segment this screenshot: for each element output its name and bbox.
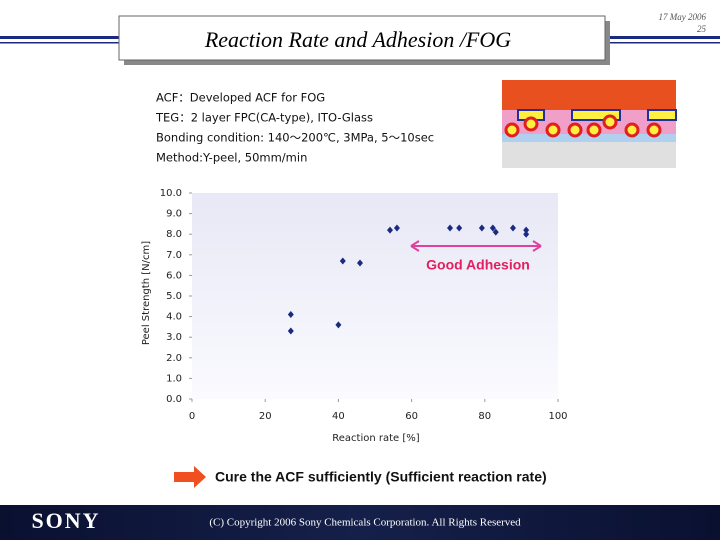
y-tick-label: 4.0 — [166, 312, 182, 323]
chart: 0.0 1.0 2.0 3.0 4.0 5.0 6.0 7.0 8.0 9.0 10.0 0 20 40 6… — [141, 188, 568, 444]
point — [393, 224, 400, 232]
point — [523, 230, 530, 238]
y-tick-label: 9.0 — [166, 209, 182, 220]
point — [447, 224, 454, 232]
point — [356, 259, 363, 267]
y-tick-label: 8.0 — [166, 229, 182, 240]
x-tick-label: 100 — [548, 411, 567, 422]
cross-section — [502, 80, 677, 168]
x-tick-label: 20 — [259, 411, 272, 422]
y-tick-label: 7.0 — [166, 250, 182, 261]
y-tick-label: 6.0 — [166, 270, 182, 281]
point — [339, 257, 346, 265]
point — [492, 228, 499, 236]
point — [456, 224, 463, 232]
copyright: (C) Copyright 2006 Sony Chemicals Corpor… — [209, 517, 521, 529]
footer — [0, 505, 720, 540]
x-tick-label: 40 — [332, 411, 345, 422]
annotation: Good Adhesion — [426, 257, 530, 273]
y-tick-label: 1.0 — [166, 373, 182, 384]
y-tick-label: 2.0 — [166, 353, 182, 364]
annotation-arrow — [410, 240, 542, 252]
y-tick-label: 3.0 — [166, 332, 182, 343]
logo: SONY — [31, 508, 100, 533]
point — [509, 224, 516, 232]
y-tick-label: 0.0 — [166, 394, 182, 405]
x-tick-label: 60 — [405, 411, 418, 422]
conclusion-arrow — [174, 466, 206, 488]
title-box — [118, 15, 606, 61]
condition-line: TEG：2 layer FPC(CA-type), ITO-Glass — [155, 111, 373, 125]
point — [387, 226, 394, 234]
page-number: 25 — [697, 24, 707, 34]
point — [478, 224, 485, 232]
x-tick-label: 80 — [478, 411, 491, 422]
conclusion: Cure the ACF sufficiently (Sufficient re… — [215, 469, 547, 485]
point — [287, 327, 294, 335]
date: 17 May 2006 — [659, 12, 707, 22]
condition-line: Bonding condition: 140〜200℃, 3MPa, 5〜10s… — [156, 131, 434, 145]
conditions: ACF：Developed ACF for FOG TEG：2 layer FPC… — [155, 91, 434, 165]
y-tick-label: 5.0 — [166, 291, 182, 302]
condition-line: Method:Y-peel, 50mm/min — [156, 151, 307, 165]
point — [335, 321, 342, 329]
x-axis-label: Reaction rate [%] — [332, 433, 420, 444]
point — [287, 311, 294, 319]
header-lines — [0, 36, 720, 44]
title: Reaction Rate and Adhesion /FOG — [204, 27, 511, 52]
point — [523, 226, 530, 234]
point — [489, 224, 496, 232]
y-tick-label: 10.0 — [160, 188, 182, 199]
y-axis-label: Peel Strength [N/cm] — [141, 241, 152, 345]
x-tick-label: 0 — [189, 411, 195, 422]
condition-line: ACF：Developed ACF for FOG — [156, 91, 325, 105]
plot-area — [192, 193, 558, 399]
